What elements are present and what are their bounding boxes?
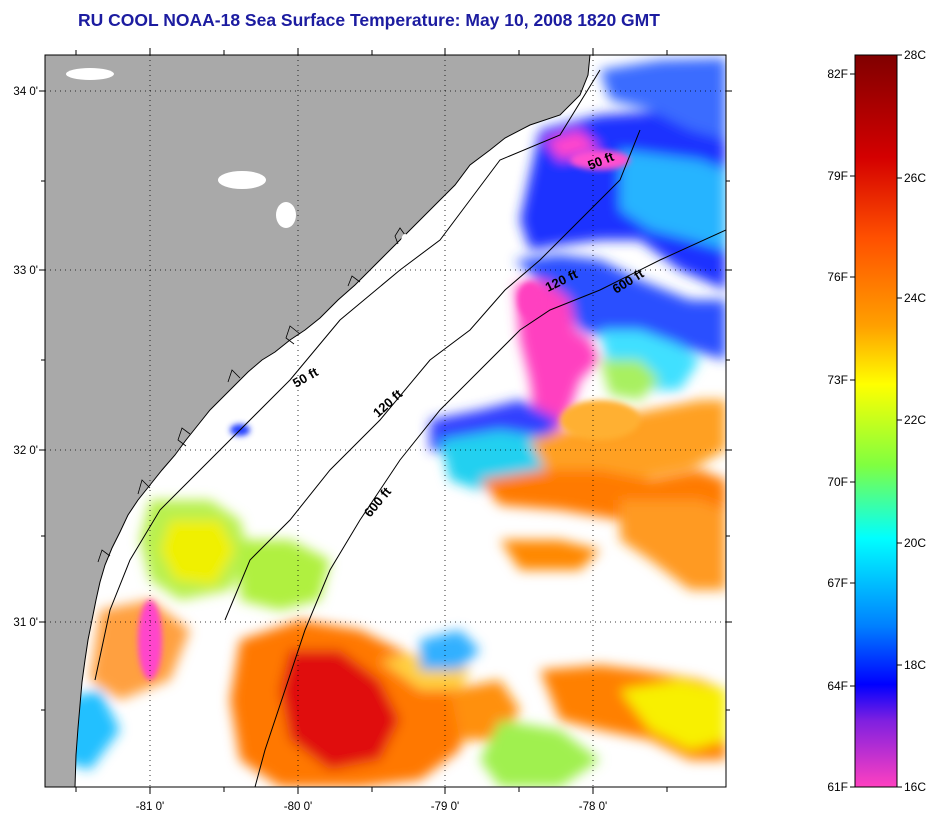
tick-marks [39,48,732,794]
colorbar-c-16: 16C [904,780,926,794]
lon-label-79: -79 0' [431,801,459,813]
colorbar-f-67: 67F [827,576,848,590]
lat-label-31: 31 0' [13,617,38,629]
map-frame [44,54,727,788]
map-title: RU COOL NOAA-18 Sea Surface Temperature:… [78,10,660,30]
lon-label-81: -81 0' [136,801,164,813]
colorbar-c-24: 24C [904,291,926,305]
land-area [45,55,591,787]
colorbar-f-70: 70F [827,475,848,489]
lon-label-78: -78 0' [579,801,607,813]
colorbar-c-18: 18C [904,658,926,672]
colorbar-c-26: 26C [904,171,926,185]
isobath-120ft [224,129,641,621]
colorbar-gradient [854,54,898,788]
colorbar-f-64: 64F [827,679,848,693]
lat-label-32: 32 0' [13,445,38,457]
colorbar-c-28: 28C [904,48,926,62]
colorbar-f-73: 73F [827,373,848,387]
colorbar-f-61: 61F [827,780,848,794]
sst-field [60,58,726,787]
colorbar-f-82: 82F [827,67,848,81]
colorbar-c-20: 20C [904,536,926,550]
colorbar-c-22: 22C [904,413,926,427]
colorbar-f-79: 79F [827,169,848,183]
isobath-600ft [254,229,726,787]
lon-label-80: -80 0' [284,801,312,813]
colorbar: 28C 26C 24C 22C 20C 18C 16C 82F 79F 76F … [827,48,926,794]
grid-lines [45,55,726,787]
isobath-50ft [94,69,601,681]
colorbar-f-76: 76F [827,270,848,284]
isobath-contours [94,69,726,787]
land-cloud [66,68,409,250]
lat-label-33: 33 0' [13,265,38,277]
lat-label-34: 34 0' [13,86,38,98]
coastline-detail [97,227,406,563]
